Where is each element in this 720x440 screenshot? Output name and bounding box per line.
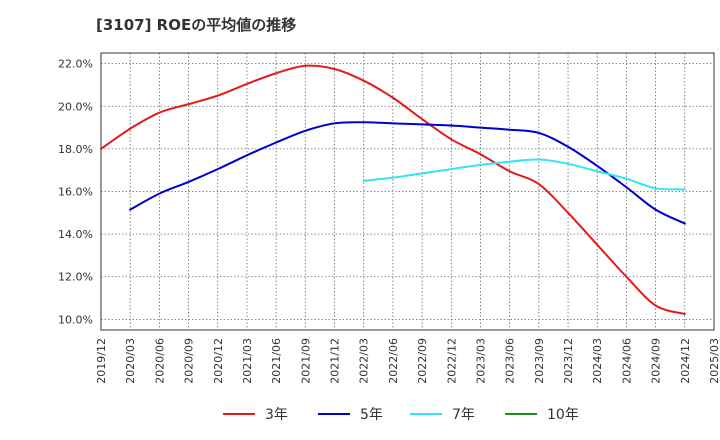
- x-tick-label: 2022/06: [387, 338, 400, 384]
- y-axis-ticks: 10.0% 12.0% 14.0% 16.0% 18.0% 20.0% 22.0%: [58, 58, 93, 327]
- x-tick-label: 2024/06: [620, 338, 633, 384]
- y-tick-label: 16.0%: [58, 186, 93, 199]
- x-tick-label: 2019/12: [95, 338, 108, 384]
- x-tick-label: 2025/03: [708, 338, 720, 384]
- y-tick-label: 18.0%: [58, 143, 93, 156]
- series-line-2: [362, 158, 686, 191]
- x-tick-label: 2020/06: [153, 338, 166, 384]
- legend-label: 3年: [265, 407, 288, 423]
- legend-label: 10年: [547, 407, 579, 423]
- x-tick-label: 2023/09: [533, 338, 546, 384]
- x-tick-label: 2020/09: [183, 338, 196, 384]
- x-tick-label: 2023/06: [504, 338, 517, 384]
- plot-area-frame: [100, 52, 715, 331]
- x-tick-label: 2022/09: [416, 338, 429, 384]
- x-tick-label: 2024/12: [679, 338, 692, 384]
- x-tick-label: 2023/12: [562, 338, 575, 384]
- x-tick-label: 2021/12: [329, 338, 342, 384]
- y-tick-label: 14.0%: [58, 228, 93, 241]
- x-tick-label: 2022/03: [358, 338, 371, 384]
- y-tick-label: 22.0%: [58, 58, 93, 71]
- x-tick-label: 2020/12: [212, 338, 225, 384]
- y-tick-label: 12.0%: [58, 271, 93, 284]
- legend-label: 5年: [360, 407, 383, 423]
- y-tick-label: 20.0%: [58, 100, 93, 113]
- x-tick-label: 2021/09: [299, 338, 312, 384]
- series-line-0: [100, 64, 686, 316]
- series-lines: [100, 64, 686, 316]
- x-tick-label: 2024/03: [591, 338, 604, 384]
- x-tick-label: 2021/03: [241, 338, 254, 384]
- x-tick-label: 2022/12: [445, 338, 458, 384]
- x-tick-label: 2023/03: [474, 338, 487, 384]
- legend: 3年 5年 7年 10年: [223, 407, 579, 423]
- x-tick-label: 2021/06: [270, 338, 283, 384]
- y-tick-label: 10.0%: [58, 313, 93, 326]
- series-line-1: [129, 121, 686, 225]
- chart-title: [3107] ROEの平均値の推移: [96, 16, 297, 34]
- x-tick-label: 2020/03: [124, 338, 137, 384]
- x-tick-label: 2024/09: [650, 338, 663, 384]
- x-axis-ticks: 2019/12 2020/03 2020/06 2020/09 2020/12 2021/…: [95, 338, 720, 384]
- grid: [100, 53, 715, 330]
- legend-label: 7年: [452, 407, 475, 423]
